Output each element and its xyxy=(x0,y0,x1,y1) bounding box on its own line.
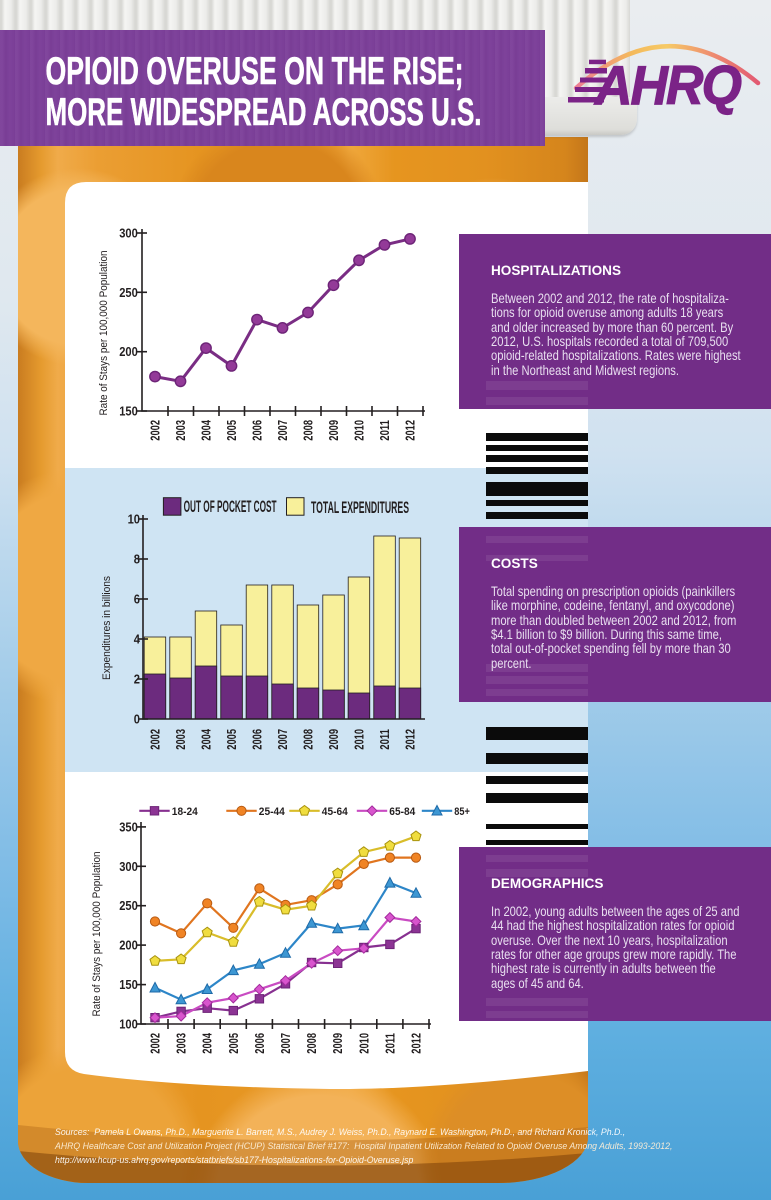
svg-text:2009: 2009 xyxy=(331,1033,345,1054)
svg-text:2003: 2003 xyxy=(174,420,188,441)
svg-text:2002: 2002 xyxy=(149,1033,163,1054)
svg-text:2008: 2008 xyxy=(302,729,316,750)
svg-text:2003: 2003 xyxy=(175,1033,189,1054)
svg-text:2008: 2008 xyxy=(305,1033,319,1054)
svg-text:2004: 2004 xyxy=(201,1033,215,1054)
svg-text:2006: 2006 xyxy=(253,1033,267,1054)
svg-text:OPIOID OVERUSE ON THE RISE;: OPIOID OVERUSE ON THE RISE; xyxy=(46,50,464,93)
svg-text:45-64: 45-64 xyxy=(322,806,349,818)
svg-text:200: 200 xyxy=(119,939,138,953)
svg-text:65-84: 65-84 xyxy=(389,806,416,818)
svg-text:4: 4 xyxy=(134,633,140,647)
svg-text:MORE WIDESPREAD ACROSS U.S.: MORE WIDESPREAD ACROSS U.S. xyxy=(46,91,482,134)
svg-text:2007: 2007 xyxy=(279,1033,293,1054)
svg-text:2006: 2006 xyxy=(251,420,265,441)
svg-text:250: 250 xyxy=(119,899,138,913)
svg-text:OUT OF POCKET COST: OUT OF POCKET COST xyxy=(184,498,277,516)
svg-text:Rate of Stays per 100,000 Popu: Rate of Stays per 100,000 Population xyxy=(98,251,110,416)
svg-text:2011: 2011 xyxy=(383,1033,397,1054)
svg-text:2006: 2006 xyxy=(251,729,265,750)
svg-text:2010: 2010 xyxy=(353,729,367,750)
svg-text:150: 150 xyxy=(119,405,138,419)
svg-text:Rate of Stays per 100,000 Popu: Rate of Stays per 100,000 Population xyxy=(91,852,103,1017)
svg-text:2004: 2004 xyxy=(200,729,214,750)
svg-text:2005: 2005 xyxy=(225,420,239,441)
svg-text:2012: 2012 xyxy=(404,420,418,441)
svg-text:2011: 2011 xyxy=(378,729,392,750)
svg-text:2010: 2010 xyxy=(353,420,367,441)
svg-text:300: 300 xyxy=(119,860,138,874)
svg-text:2005: 2005 xyxy=(225,729,239,750)
svg-text:2004: 2004 xyxy=(200,420,214,441)
svg-text:2012: 2012 xyxy=(410,1033,424,1054)
svg-text:2011: 2011 xyxy=(378,420,392,441)
svg-text:2008: 2008 xyxy=(302,420,316,441)
svg-text:2009: 2009 xyxy=(327,729,341,750)
svg-text:300: 300 xyxy=(119,227,138,241)
svg-text:AHRQ: AHRQ xyxy=(593,54,741,116)
svg-text:6: 6 xyxy=(134,593,140,607)
svg-text:100: 100 xyxy=(119,1018,138,1032)
svg-text:2007: 2007 xyxy=(276,729,290,750)
svg-text:2002: 2002 xyxy=(149,420,163,441)
svg-text:0: 0 xyxy=(134,713,140,727)
svg-text:85+: 85+ xyxy=(454,806,470,818)
svg-text:2002: 2002 xyxy=(149,729,163,750)
svg-text:2007: 2007 xyxy=(276,420,290,441)
svg-text:2003: 2003 xyxy=(174,729,188,750)
svg-text:2005: 2005 xyxy=(227,1033,241,1054)
svg-text:250: 250 xyxy=(119,286,138,300)
svg-text:25-44: 25-44 xyxy=(259,806,286,818)
svg-text:150: 150 xyxy=(119,978,138,992)
svg-text:2: 2 xyxy=(134,673,140,687)
svg-text:2009: 2009 xyxy=(327,420,341,441)
svg-text:Expenditures in billions: Expenditures in billions xyxy=(101,576,113,680)
svg-text:10: 10 xyxy=(128,513,140,527)
svg-text:200: 200 xyxy=(119,345,138,359)
svg-text:350: 350 xyxy=(119,820,138,834)
svg-text:TOTAL EXPENDITURES: TOTAL EXPENDITURES xyxy=(311,499,409,517)
svg-text:18-24: 18-24 xyxy=(172,806,199,818)
svg-text:2010: 2010 xyxy=(357,1033,371,1054)
svg-text:8: 8 xyxy=(134,553,140,567)
svg-text:2012: 2012 xyxy=(404,729,418,750)
